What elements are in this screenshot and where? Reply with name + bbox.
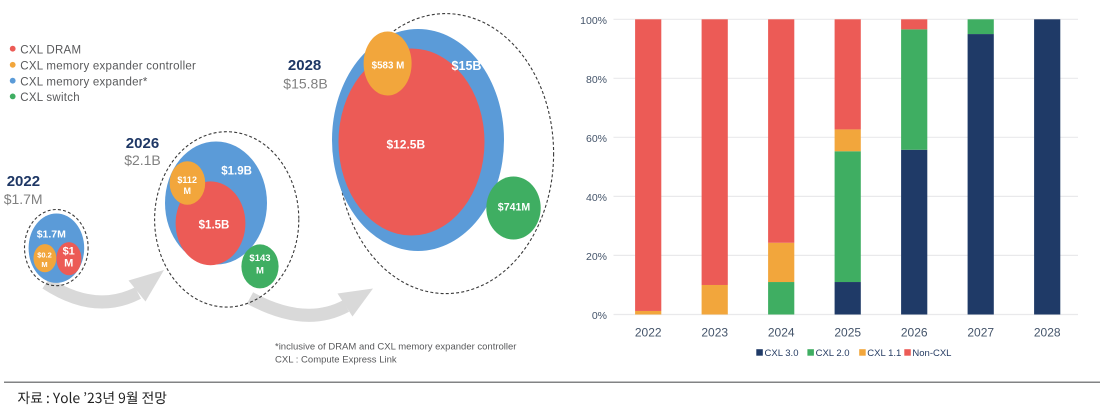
svg-text:$1.7M: $1.7M: [37, 229, 66, 241]
svg-text:M: M: [256, 266, 264, 277]
svg-text:$1.9B: $1.9B: [221, 165, 252, 177]
svg-text:20%: 20%: [586, 251, 607, 263]
svg-text:CXL 3.0: CXL 3.0: [765, 348, 799, 359]
svg-text:M: M: [41, 260, 47, 269]
svg-text:2025: 2025: [834, 326, 861, 340]
svg-text:$583 M: $583 M: [372, 61, 405, 72]
svg-text:$12.5B: $12.5B: [386, 138, 425, 152]
svg-text:CXL : Compute Express Link: CXL : Compute Express Link: [275, 354, 397, 365]
svg-text:$1.7M: $1.7M: [4, 191, 43, 207]
svg-text:*inclusive of DRAM and CXL mem: *inclusive of DRAM and CXL memory expand…: [275, 342, 516, 353]
svg-text:2026: 2026: [126, 135, 159, 152]
svg-text:0%: 0%: [592, 310, 607, 322]
svg-text:80%: 80%: [586, 74, 607, 86]
svg-text:$1: $1: [63, 246, 75, 258]
svg-text:2023: 2023: [701, 326, 728, 340]
svg-text:$15.8B: $15.8B: [283, 76, 327, 92]
svg-text:40%: 40%: [586, 192, 607, 204]
svg-text:CXL 1.1: CXL 1.1: [867, 348, 901, 359]
svg-text:CXL 2.0: CXL 2.0: [816, 348, 850, 359]
svg-text:$143: $143: [249, 253, 270, 264]
svg-text:$0.2: $0.2: [37, 251, 52, 260]
svg-text:CXL switch: CXL switch: [20, 92, 80, 104]
svg-text:2027: 2027: [967, 326, 994, 340]
svg-text:$2.1B: $2.1B: [124, 152, 161, 168]
svg-text:60%: 60%: [586, 133, 607, 145]
svg-text:$741M: $741M: [498, 201, 531, 213]
svg-text:CXL memory expander controller: CXL memory expander controller: [20, 61, 196, 73]
svg-text:CXL memory expander*: CXL memory expander*: [20, 76, 148, 88]
svg-text:2028: 2028: [288, 57, 321, 74]
svg-text:$15B: $15B: [452, 59, 482, 73]
svg-text:2026: 2026: [901, 326, 928, 340]
svg-text:M: M: [64, 258, 73, 270]
svg-text:2024: 2024: [768, 326, 795, 340]
svg-text:2022: 2022: [635, 326, 662, 340]
svg-text:100%: 100%: [580, 15, 607, 27]
svg-text:2022: 2022: [7, 173, 40, 190]
svg-text:$112: $112: [177, 175, 197, 185]
svg-text:M: M: [183, 186, 191, 196]
svg-text:2028: 2028: [1034, 326, 1061, 340]
svg-text:Non-CXL: Non-CXL: [912, 348, 951, 359]
svg-text:CXL DRAM: CXL DRAM: [20, 45, 81, 57]
svg-text:$1.5B: $1.5B: [199, 220, 230, 232]
